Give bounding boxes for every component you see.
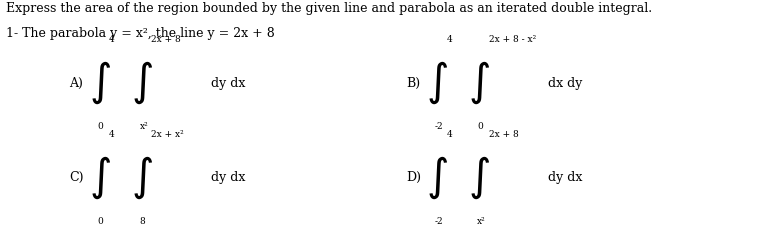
Text: dy dx: dy dx — [211, 170, 245, 184]
Text: -2: -2 — [435, 121, 443, 130]
Text: 0: 0 — [97, 121, 103, 130]
Text: $\int$: $\int$ — [469, 60, 490, 106]
Text: $\int$: $\int$ — [469, 154, 490, 200]
Text: $\int$: $\int$ — [426, 154, 448, 200]
Text: Express the area of the region bounded by the given line and parabola as an iter: Express the area of the region bounded b… — [6, 2, 652, 15]
Text: x²: x² — [477, 216, 486, 225]
Text: $\int$: $\int$ — [131, 60, 153, 106]
Text: A): A) — [69, 76, 83, 89]
Text: $\int$: $\int$ — [131, 154, 153, 200]
Text: 0: 0 — [97, 216, 103, 225]
Text: 2x + x²: 2x + x² — [151, 130, 184, 138]
Text: 4: 4 — [109, 130, 114, 138]
Text: C): C) — [69, 170, 84, 184]
Text: x²: x² — [140, 121, 148, 130]
Text: 4: 4 — [446, 35, 452, 44]
Text: -2: -2 — [435, 216, 443, 225]
Text: 2x + 8: 2x + 8 — [489, 130, 518, 138]
Text: 0: 0 — [477, 121, 482, 130]
Text: $\int$: $\int$ — [426, 60, 448, 106]
Text: dy dx: dy dx — [211, 76, 245, 89]
Text: 2x + 8: 2x + 8 — [151, 35, 181, 44]
Text: $\int$: $\int$ — [89, 154, 110, 200]
Text: dy dx: dy dx — [548, 170, 583, 184]
Text: D): D) — [407, 170, 422, 184]
Text: 1- The parabola y = x², the line y = 2x + 8: 1- The parabola y = x², the line y = 2x … — [6, 27, 275, 40]
Text: B): B) — [407, 76, 420, 89]
Text: 4: 4 — [109, 35, 114, 44]
Text: 2x + 8 - x²: 2x + 8 - x² — [489, 35, 536, 44]
Text: dx dy: dx dy — [548, 76, 583, 89]
Text: $\int$: $\int$ — [89, 60, 110, 106]
Text: 8: 8 — [140, 216, 145, 225]
Text: 4: 4 — [446, 130, 452, 138]
